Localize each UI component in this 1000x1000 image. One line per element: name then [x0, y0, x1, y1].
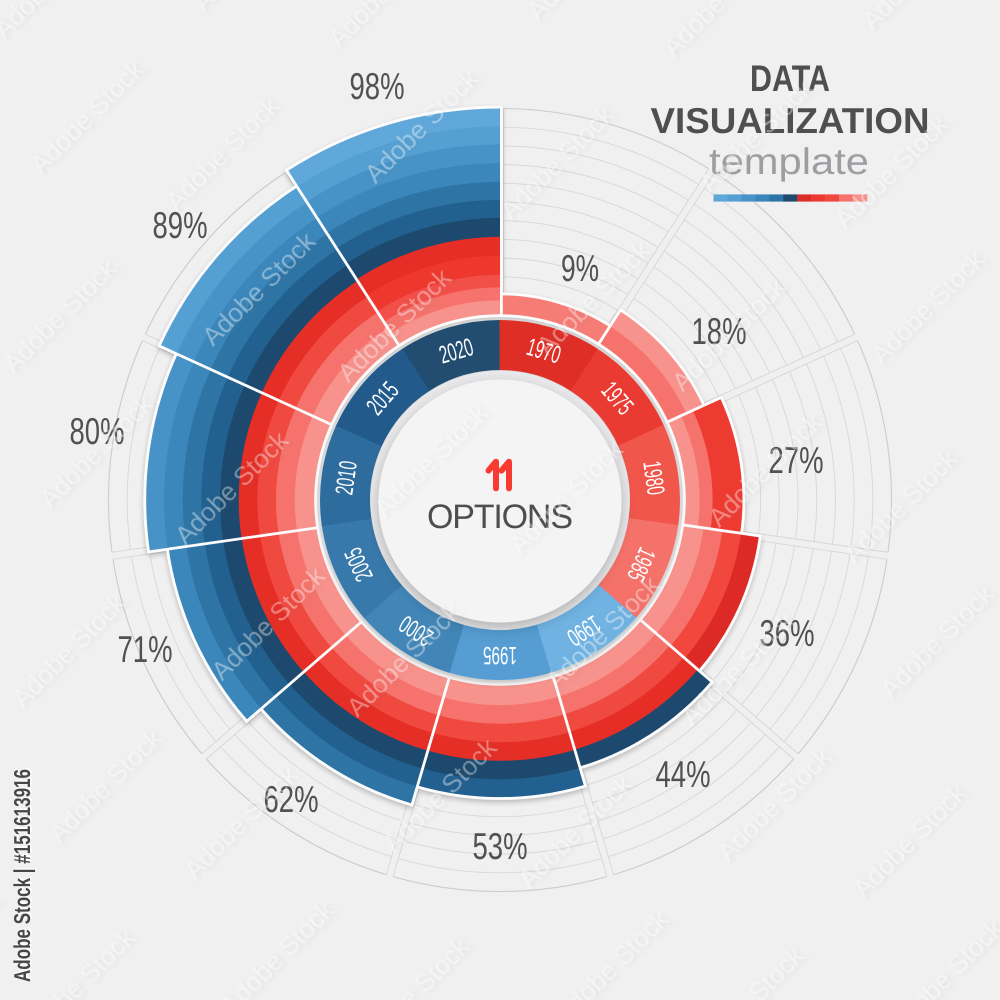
svg-text:2010: 2010 [330, 459, 363, 497]
svg-text:36%: 36% [760, 612, 815, 654]
svg-text:18%: 18% [692, 310, 747, 352]
svg-text:80%: 80% [70, 410, 125, 452]
svg-text:53%: 53% [473, 825, 528, 867]
svg-text:9%: 9% [561, 247, 599, 289]
svg-text:62%: 62% [264, 778, 319, 820]
svg-text:VISUALIZATION: VISUALIZATION [651, 100, 930, 141]
svg-text:89%: 89% [153, 204, 208, 246]
svg-text:44%: 44% [656, 753, 711, 795]
svg-text:1995: 1995 [483, 641, 517, 669]
svg-text:DATA: DATA [750, 58, 830, 99]
svg-text:71%: 71% [118, 628, 173, 670]
svg-text:Adobe Stock | #151613916: Adobe Stock | #151613916 [11, 768, 38, 981]
svg-text:98%: 98% [350, 65, 405, 107]
svg-text:Adobe Stock | #151613916: Adobe Stock | #151613916 [9, 769, 36, 982]
svg-text:OPTIONS: OPTIONS [427, 498, 573, 536]
svg-text:27%: 27% [769, 439, 824, 481]
svg-text:template: template [709, 141, 869, 182]
svg-text:1980: 1980 [637, 459, 670, 497]
